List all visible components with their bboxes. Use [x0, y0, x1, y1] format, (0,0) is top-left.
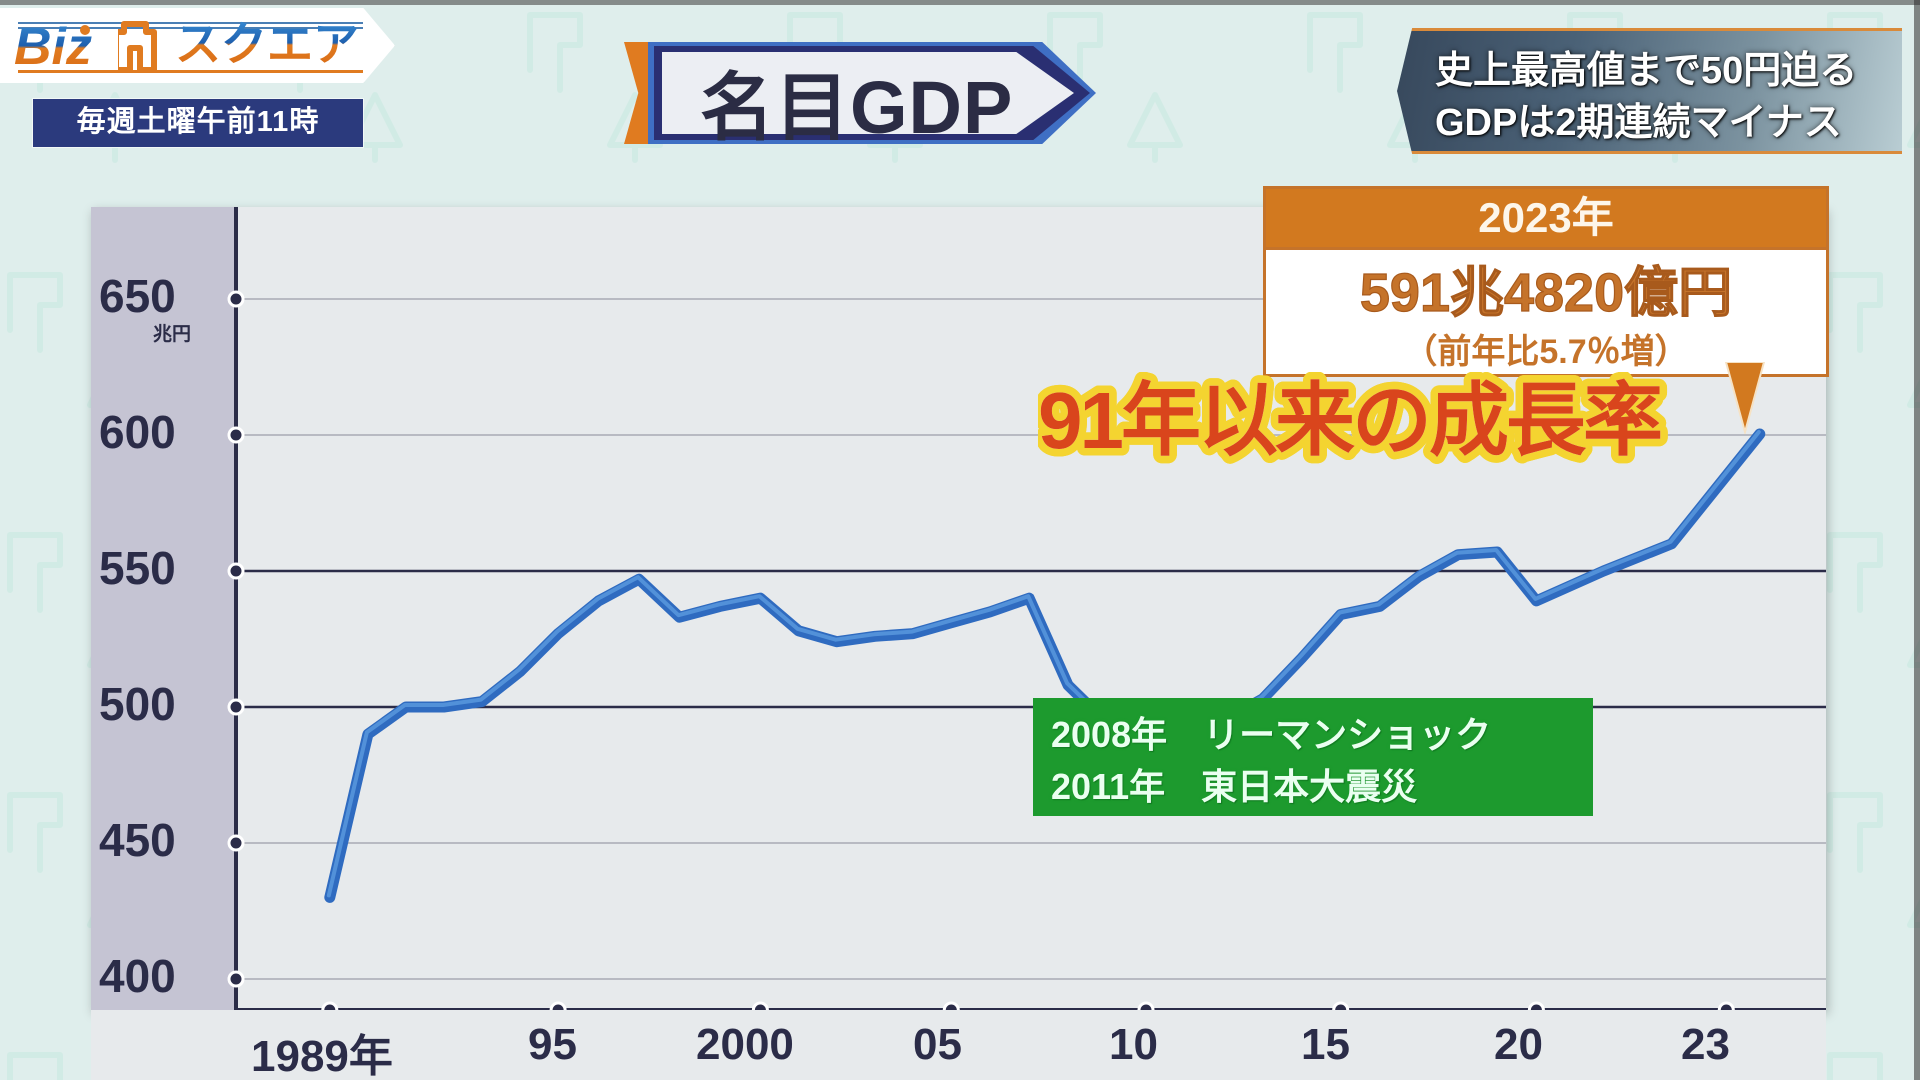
- svg-text:591兆4820億円: 591兆4820億円: [1360, 263, 1732, 323]
- svg-text:91年以来の成長率: 91年以来の成長率: [1038, 376, 1661, 465]
- svg-text:スクエア: スクエア: [175, 18, 359, 70]
- svg-text:Biz: Biz: [14, 18, 92, 76]
